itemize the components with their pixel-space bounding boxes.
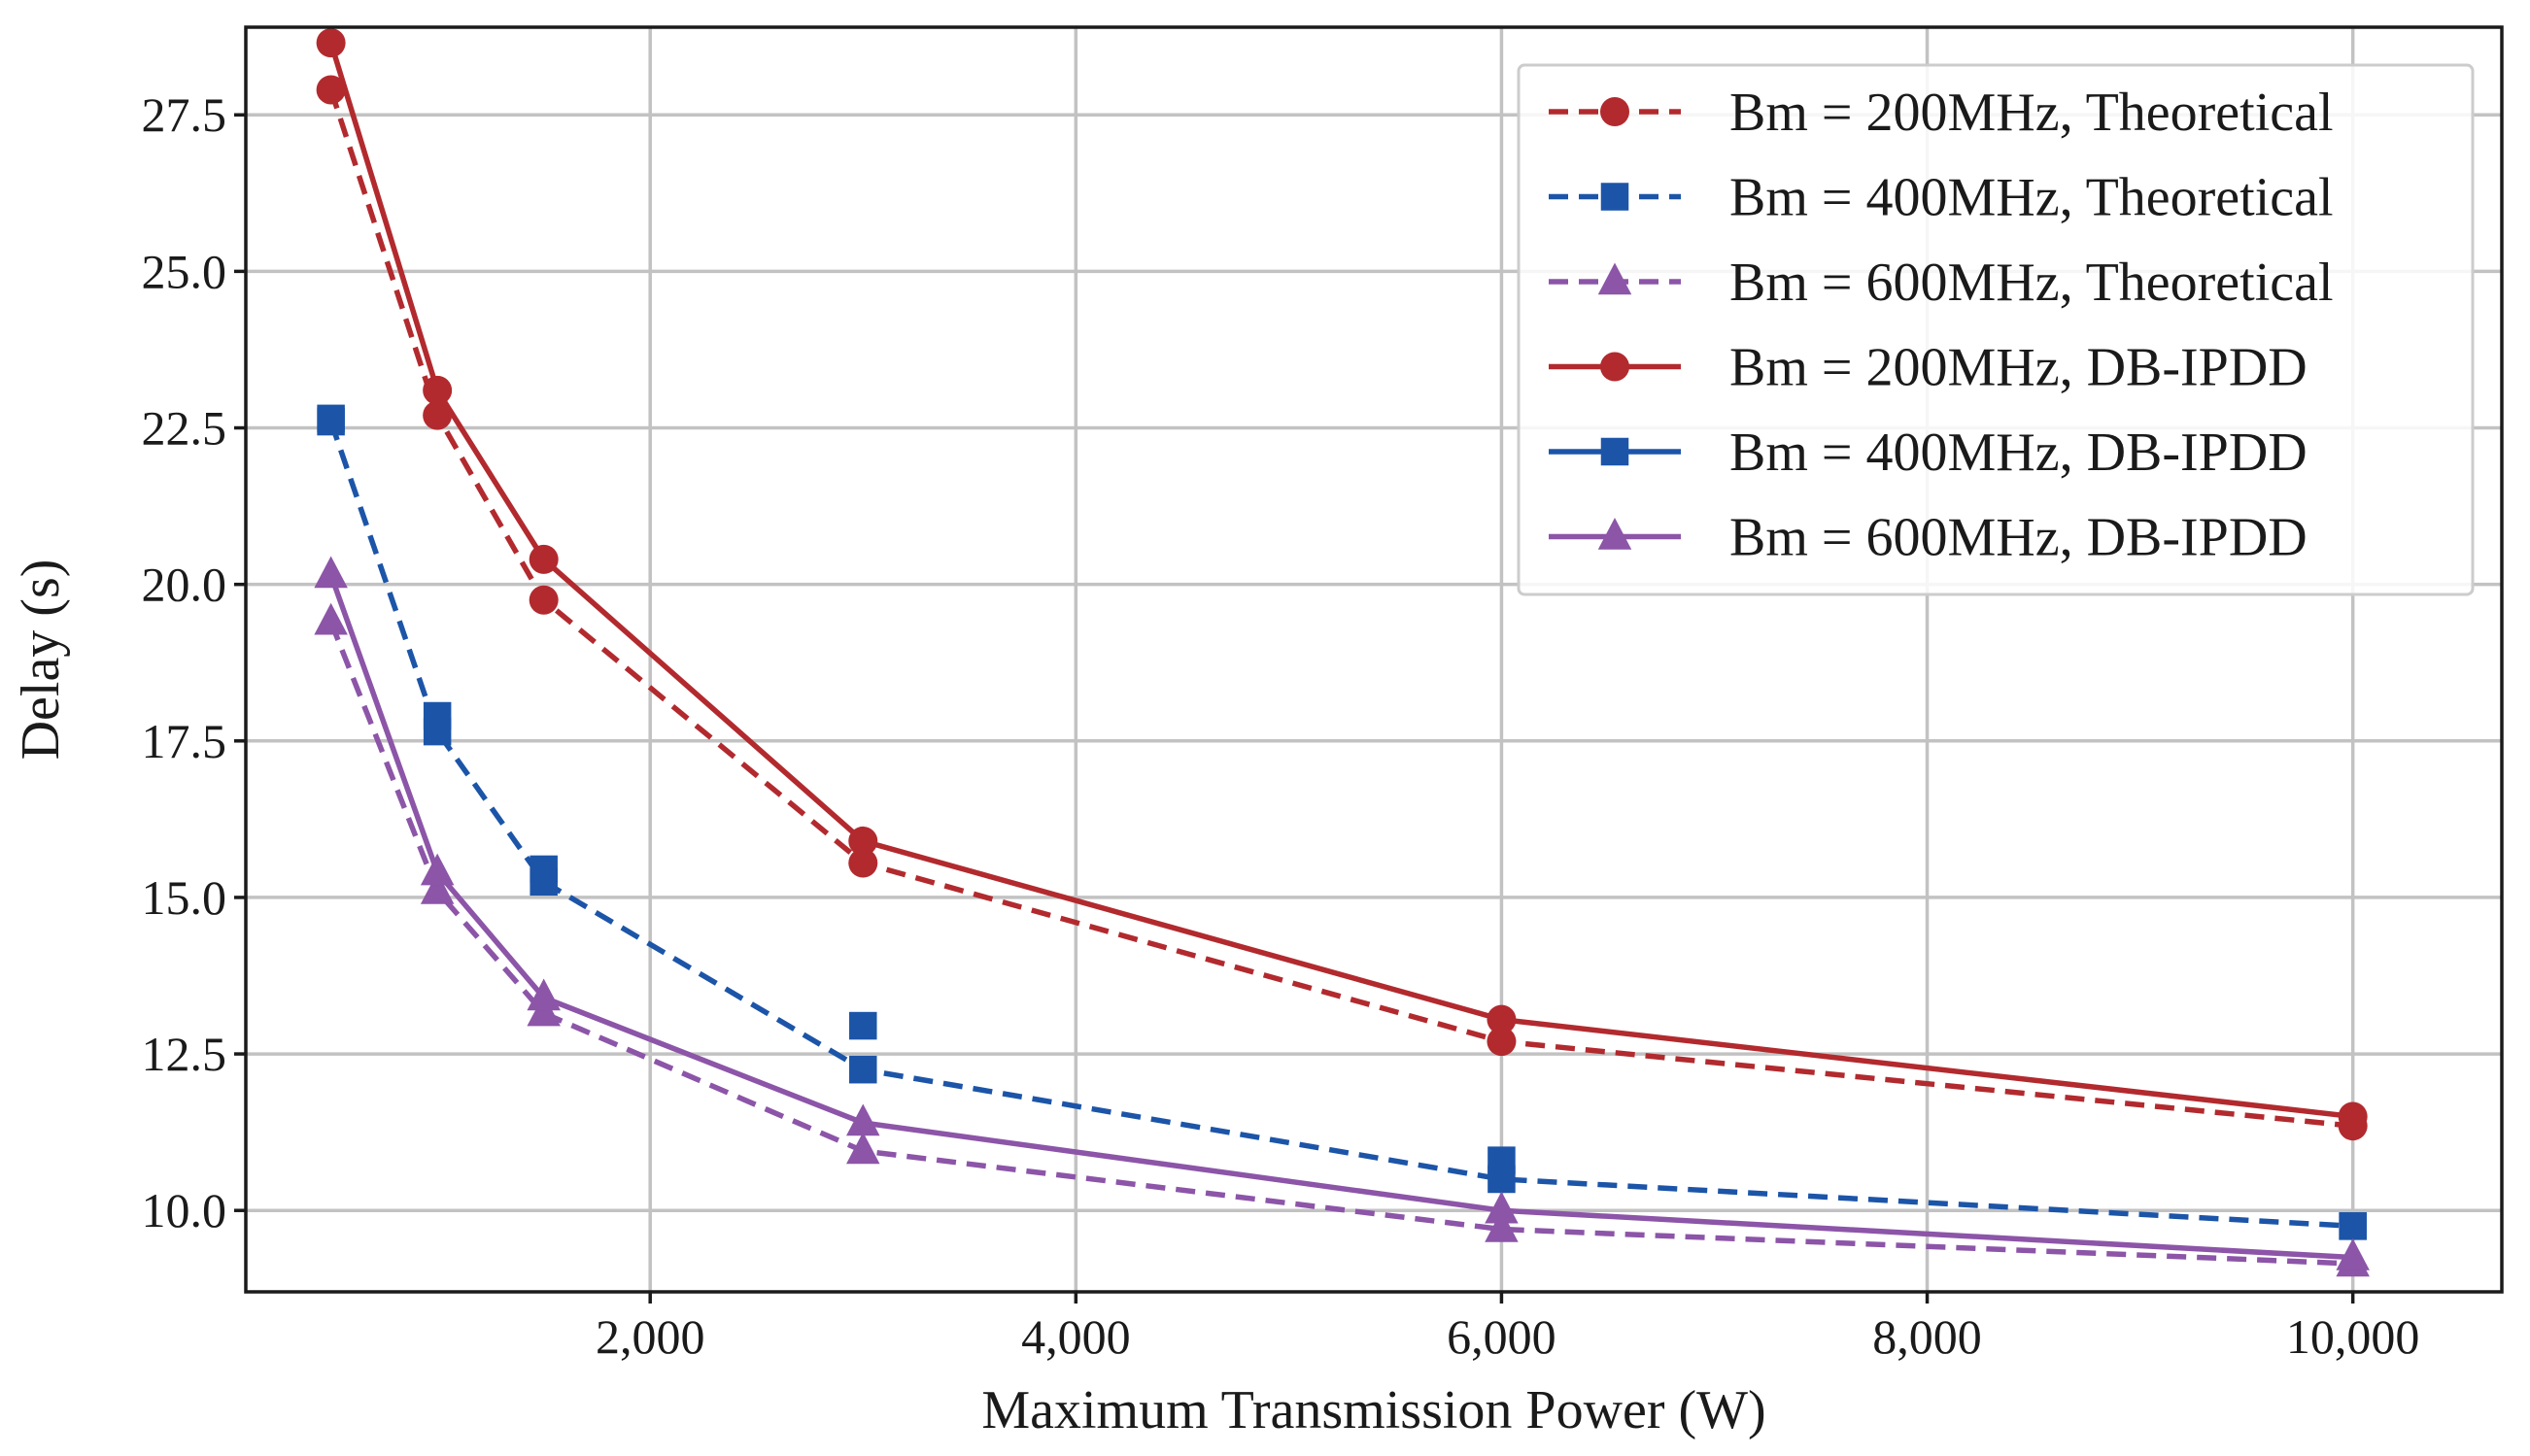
series-line <box>328 621 2353 1267</box>
data-point-circle <box>316 75 346 105</box>
data-point-circle <box>423 400 453 430</box>
data-point-triangle <box>420 871 455 904</box>
data-point-circle <box>1600 97 1629 126</box>
data-point-circle <box>848 826 878 856</box>
legend-entry-6: Bm = 600MHz, DB-IPDD <box>1549 508 2308 568</box>
data-point-square <box>317 404 345 433</box>
data-point-triangle <box>846 1103 880 1136</box>
data-point-circle <box>423 375 453 405</box>
legend-label: Bm = 400MHz, DB-IPDD <box>1729 423 2308 483</box>
data-point-triangle <box>846 1132 880 1165</box>
series-line <box>328 574 2353 1261</box>
data-point-square <box>423 701 452 730</box>
series-line <box>327 42 2353 1120</box>
data-point-circle <box>2338 1101 2368 1132</box>
legend-entry-1: Bm = 200MHz, Theoretical <box>1549 83 2334 143</box>
data-point-triangle <box>1485 1191 1519 1224</box>
legend-label: Bm = 200MHz, DB-IPDD <box>1729 338 2308 398</box>
data-point-circle <box>1600 352 1629 382</box>
data-point-circle <box>1487 1027 1517 1057</box>
legend-label: Bm = 200MHz, Theoretical <box>1729 83 2334 143</box>
series-line <box>328 421 2353 1230</box>
data-point-triangle <box>1597 262 1632 295</box>
y-tick-label: 25.0 <box>142 244 227 298</box>
data-point-triangle <box>527 978 561 1011</box>
data-point-triangle <box>420 853 455 886</box>
y-tick-label: 10.0 <box>142 1183 227 1237</box>
x-axis-label: Maximum Transmission Power (W) <box>981 1380 1765 1440</box>
x-tick-label: 4,000 <box>1021 1309 1131 1364</box>
x-tick-label: 10,000 <box>2286 1309 2420 1364</box>
data-point-triangle <box>1597 517 1632 550</box>
data-point-circle <box>529 544 559 574</box>
series-6 <box>314 556 2370 1270</box>
y-axis-label: Delay (s) <box>11 559 71 761</box>
data-point-triangle <box>314 602 348 635</box>
x-tick-label: 6,000 <box>1447 1309 1556 1364</box>
y-tick-label: 15.0 <box>142 870 227 925</box>
series-1 <box>316 75 2368 1141</box>
y-tick-label: 22.5 <box>142 401 227 456</box>
x-tick-label: 8,000 <box>1872 1309 1982 1364</box>
data-point-circle <box>529 585 559 615</box>
y-tick-label: 17.5 <box>142 714 227 768</box>
data-point-triangle <box>2336 1238 2370 1270</box>
legend-entry-5: Bm = 400MHz, DB-IPDD <box>1549 423 2308 483</box>
data-point-square <box>849 1055 877 1084</box>
legend-entry-2: Bm = 400MHz, Theoretical <box>1549 168 2334 228</box>
legend-label: Bm = 600MHz, DB-IPDD <box>1729 508 2308 568</box>
data-point-square <box>1600 437 1629 466</box>
data-point-circle <box>316 28 346 58</box>
y-tick-label: 27.5 <box>142 87 227 142</box>
data-point-triangle <box>314 556 348 589</box>
legend-label: Bm = 400MHz, Theoretical <box>1729 168 2334 228</box>
data-point-circle <box>848 848 878 878</box>
x-tick-label: 2,000 <box>596 1309 705 1364</box>
legend-label: Bm = 600MHz, Theoretical <box>1729 253 2334 313</box>
data-point-circle <box>1487 1004 1517 1034</box>
plot-frame <box>244 25 2504 1294</box>
data-point-square <box>849 1011 877 1040</box>
data-series <box>314 28 2370 1277</box>
y-tick-label: 20.0 <box>142 558 227 612</box>
axes: 2,000 4,000 6,000 8,000 10,000 10.0 12.5 15.0 17… <box>142 25 2504 1364</box>
data-point-square <box>1487 1146 1516 1174</box>
legend-entry-3: Bm = 600MHz, Theoretical <box>1549 253 2334 313</box>
data-point-triangle <box>1485 1210 1519 1242</box>
data-point-square <box>530 855 558 884</box>
series-5 <box>317 404 2367 1240</box>
legend-box <box>1517 63 2475 596</box>
data-point-square <box>2339 1212 2367 1240</box>
series-4 <box>316 28 2368 1132</box>
data-point-square <box>1600 183 1629 211</box>
series-line <box>328 88 2353 1129</box>
y-tick-label: 12.5 <box>142 1027 227 1081</box>
legend-entry-4: Bm = 200MHz, DB-IPDD <box>1549 338 2308 398</box>
legend: Bm = 200MHz, Theoretical Bm = 400MHz, The… <box>1517 63 2475 596</box>
